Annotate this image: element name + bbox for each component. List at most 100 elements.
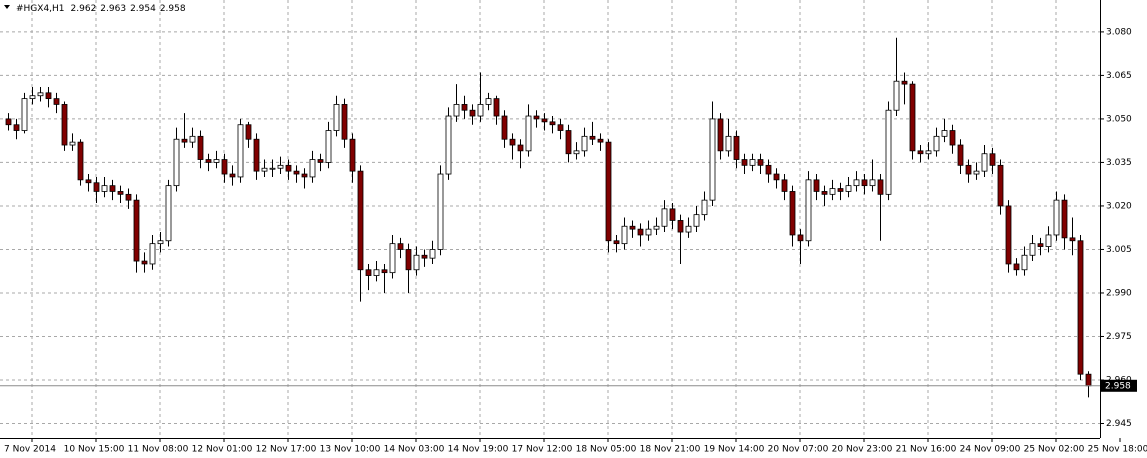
candle-body xyxy=(61,104,68,146)
candle-body xyxy=(149,243,156,265)
candle-body xyxy=(197,135,204,160)
candle-body xyxy=(357,170,364,271)
candle-body xyxy=(325,130,332,163)
candle-body xyxy=(205,159,212,163)
price-label-box xyxy=(1101,379,1137,392)
candle-body xyxy=(837,188,844,192)
candle-body xyxy=(277,164,284,169)
candle-body xyxy=(373,269,380,276)
candle-body xyxy=(861,179,868,187)
candle-body xyxy=(1037,243,1044,247)
candle-body xyxy=(101,185,108,192)
candle-body xyxy=(509,138,516,146)
candle-body xyxy=(645,228,652,236)
candle-body xyxy=(741,159,748,166)
candle-body xyxy=(157,240,164,245)
candle-body xyxy=(501,115,508,140)
candle-body xyxy=(253,138,260,172)
candle-body xyxy=(869,179,876,187)
x-tick-label: 11 Nov 08:00 xyxy=(128,445,189,455)
candle-body xyxy=(685,225,692,233)
candle-body xyxy=(797,234,804,242)
x-tick-label: 13 Nov 10:00 xyxy=(320,445,381,455)
candle-body xyxy=(381,269,388,274)
candle-body xyxy=(85,179,92,184)
candle-body xyxy=(621,225,628,245)
candle-body xyxy=(429,249,436,259)
candle-body xyxy=(1069,237,1076,242)
candle-body xyxy=(93,182,100,192)
menu-arrow[interactable] xyxy=(4,5,10,9)
x-tick-label: 7 Nov 2014 xyxy=(4,445,56,455)
candle-body xyxy=(453,104,460,117)
candle-body xyxy=(189,135,196,143)
candle-body xyxy=(541,118,548,123)
candle-body xyxy=(237,124,244,178)
candle-body xyxy=(973,170,980,175)
candle-body xyxy=(389,243,396,274)
candle-body xyxy=(309,159,316,178)
candle-body xyxy=(141,260,148,265)
candle-body xyxy=(261,167,268,172)
candle-body xyxy=(365,269,372,276)
candle-body xyxy=(549,121,556,126)
candle-body xyxy=(669,208,676,221)
candle-body xyxy=(293,170,300,175)
candle-body xyxy=(989,153,996,166)
quote-close: 2.958 xyxy=(160,4,186,14)
candle-body xyxy=(21,98,28,131)
candle-body xyxy=(1013,263,1020,271)
candle-body xyxy=(77,141,84,181)
candle-body xyxy=(709,118,716,201)
candle-body xyxy=(133,199,140,262)
candle-body xyxy=(341,104,348,140)
candle-body xyxy=(605,141,612,242)
candle-body xyxy=(765,164,772,175)
candle-body xyxy=(517,144,524,152)
x-tick-label: 25 Nov 02:00 xyxy=(1024,445,1085,455)
candle-body xyxy=(45,92,52,100)
candle-body xyxy=(997,164,1004,207)
x-tick-label: 18 Nov 05:00 xyxy=(576,445,637,455)
candle-body xyxy=(637,228,644,236)
candles xyxy=(5,37,1092,398)
candle-body xyxy=(173,138,180,187)
candle-body xyxy=(965,164,972,175)
candle-body xyxy=(1045,234,1052,247)
candle-body xyxy=(29,95,36,100)
candle-body xyxy=(653,225,660,230)
candle-body xyxy=(285,164,292,172)
candle-body xyxy=(421,254,428,259)
candle-body xyxy=(749,159,756,166)
x-tick-label: 14 Nov 03:00 xyxy=(384,445,445,455)
candle-body xyxy=(405,249,412,271)
candle-body xyxy=(805,179,812,242)
candle-body xyxy=(349,138,356,172)
candle-body xyxy=(893,80,900,111)
candle-body xyxy=(117,191,124,195)
candle-body xyxy=(725,135,732,152)
y-tick-label: 3.065 xyxy=(1106,71,1132,81)
y-tick-label: 3.005 xyxy=(1106,245,1132,255)
quote-high: 2.963 xyxy=(100,4,126,14)
candle-body xyxy=(109,185,116,192)
candle-body xyxy=(485,98,492,105)
candle-body xyxy=(677,220,684,233)
candle-body xyxy=(773,173,780,181)
candle-body xyxy=(1053,199,1060,236)
candle-body xyxy=(245,124,252,140)
x-tick-label: 12 Nov 01:00 xyxy=(192,445,253,455)
candle-body xyxy=(1085,373,1092,387)
candle-body xyxy=(221,159,228,175)
candle-body xyxy=(557,124,564,131)
candle-body xyxy=(13,124,20,131)
candle-body xyxy=(693,214,700,227)
candle-body xyxy=(933,135,940,152)
candle-body xyxy=(1021,254,1028,271)
candle-body xyxy=(917,150,924,155)
x-tick-label: 12 Nov 17:00 xyxy=(256,445,317,455)
